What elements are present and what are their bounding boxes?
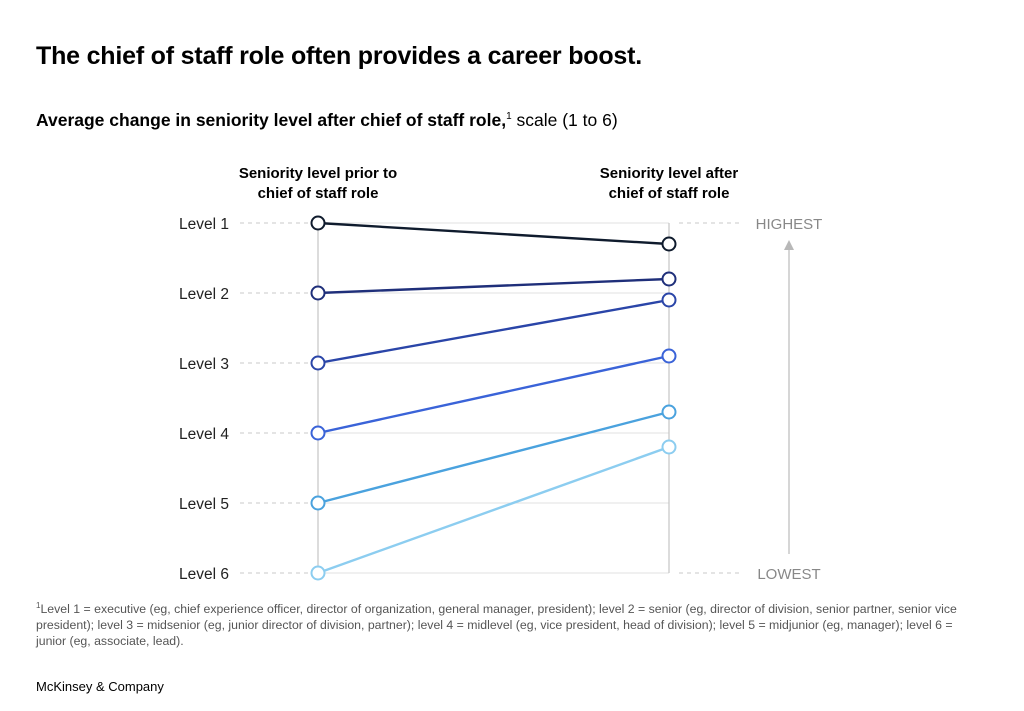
point-after-level-5 bbox=[661, 404, 677, 420]
brand-logo-text: McKinsey & Company bbox=[36, 679, 164, 694]
series-line-level-4 bbox=[317, 354, 670, 435]
subtitle-scale: scale (1 to 6) bbox=[511, 110, 618, 130]
column-header-after-line1: Seniority level after bbox=[599, 165, 739, 182]
series-line-level-2 bbox=[317, 277, 670, 295]
point-before-level-6 bbox=[310, 565, 326, 581]
subtitle-footnote-mark: 1 bbox=[506, 111, 512, 123]
footnote-text: Level 1 = executive (eg, chief experienc… bbox=[36, 602, 957, 649]
y-tick-label: Level 4 bbox=[179, 426, 229, 443]
scale-highest-label: HIGHEST bbox=[756, 216, 823, 233]
point-before-level-2 bbox=[310, 285, 326, 301]
point-before-level-3 bbox=[310, 355, 326, 371]
series-line-level-5 bbox=[317, 410, 670, 505]
footnote: 1Level 1 = executive (eg, chief experien… bbox=[36, 598, 966, 649]
y-tick-label: Level 6 bbox=[179, 566, 229, 583]
y-tick-label: Level 3 bbox=[179, 356, 229, 373]
point-after-level-4 bbox=[661, 348, 677, 364]
y-tick-label: Level 2 bbox=[179, 286, 229, 303]
point-after-level-2 bbox=[661, 271, 677, 287]
column-header-after-line2: chief of staff role bbox=[608, 185, 730, 202]
series-line-level-3 bbox=[317, 298, 670, 365]
column-header-before: Seniority level prior to chief of staff … bbox=[208, 164, 428, 204]
arrow-up-icon bbox=[784, 240, 794, 250]
point-before-level-1 bbox=[310, 215, 326, 231]
column-header-before-line1: Seniority level prior to bbox=[238, 165, 398, 182]
scale-lowest-label: LOWEST bbox=[757, 566, 820, 583]
headline: The chief of staff role often provides a… bbox=[36, 42, 642, 70]
column-header-after: Seniority level after chief of staff rol… bbox=[559, 164, 779, 204]
subtitle-main: Average change in seniority level after … bbox=[36, 110, 507, 130]
column-header-before-line2: chief of staff role bbox=[257, 185, 379, 202]
point-after-level-1 bbox=[661, 236, 677, 252]
point-after-level-6 bbox=[661, 439, 677, 455]
y-tick-label: Level 5 bbox=[179, 496, 229, 513]
footnote-mark: 1 bbox=[36, 601, 41, 610]
point-after-level-3 bbox=[661, 292, 677, 308]
point-before-level-5 bbox=[310, 495, 326, 511]
y-tick-label: Level 1 bbox=[179, 216, 229, 233]
chart-subtitle: Average change in seniority level after … bbox=[36, 110, 618, 131]
series-line-level-6 bbox=[317, 445, 670, 575]
series-line-level-1 bbox=[317, 221, 670, 246]
point-before-level-4 bbox=[310, 425, 326, 441]
